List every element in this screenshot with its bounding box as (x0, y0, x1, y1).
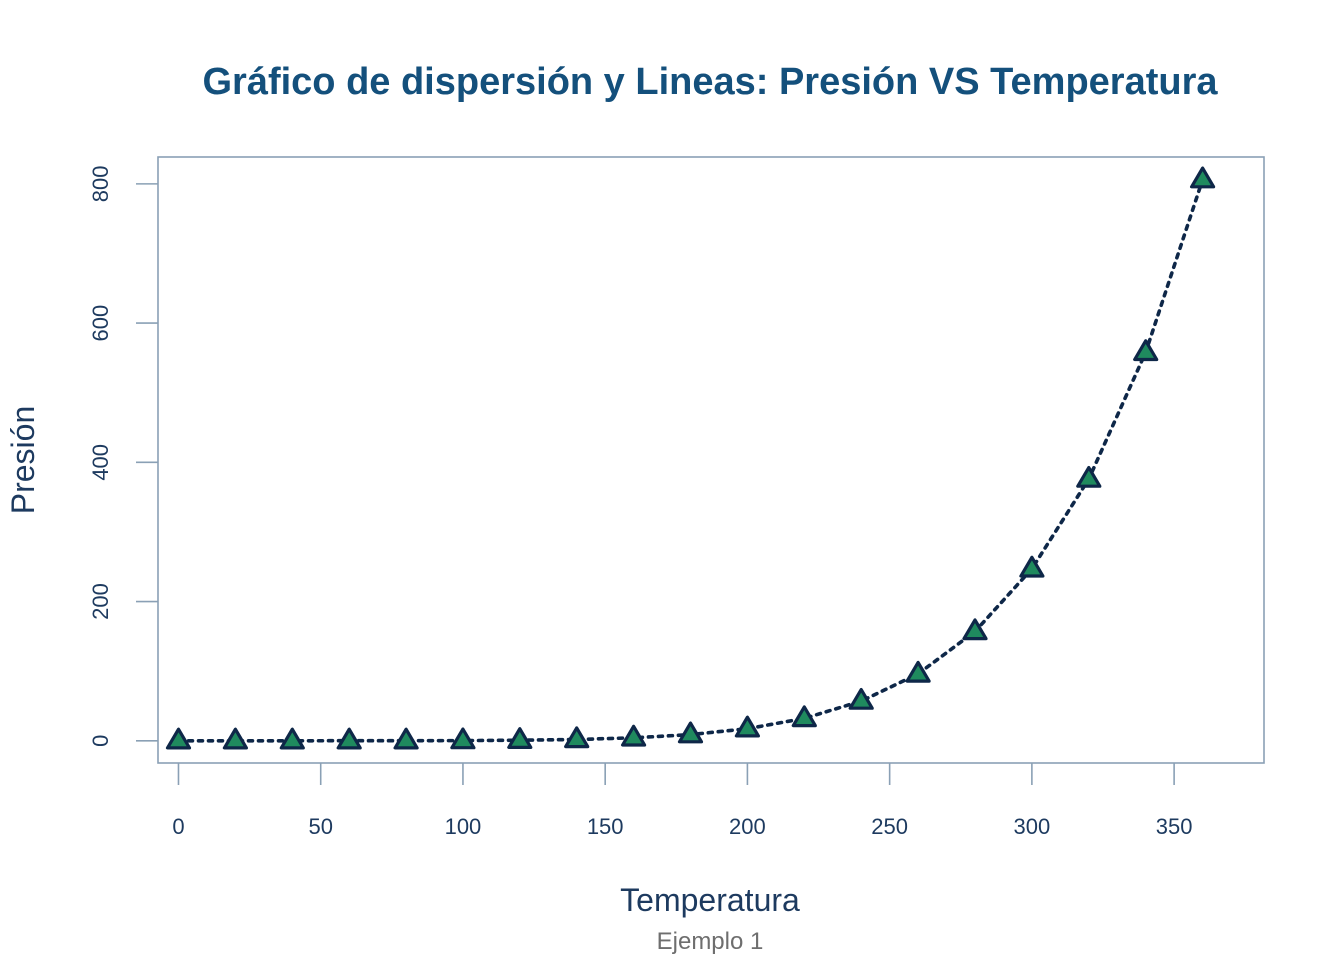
plot-frame (157, 156, 1265, 764)
data-point-260 (905, 660, 931, 683)
y-tick-label-600: 600 (88, 305, 113, 342)
data-point-20 (222, 727, 248, 750)
data-point-220 (791, 705, 817, 728)
data-point-200 (734, 715, 761, 738)
y-tick-label-400: 400 (88, 444, 113, 481)
data-point-80 (393, 727, 419, 750)
x-tick-label-100: 100 (445, 814, 482, 839)
y-tick-label-0: 0 (88, 735, 113, 747)
data-point-140 (564, 726, 590, 749)
data-point-60 (336, 727, 362, 750)
chart-title: Gráfico de dispersión y Lineas: Presión … (202, 61, 1218, 103)
data-markers (165, 166, 1216, 750)
x-tick-label-200: 200 (729, 814, 766, 839)
data-point-160 (620, 724, 647, 747)
x-axis-label: Temperatura (620, 882, 800, 918)
data-point-280 (962, 618, 988, 641)
x-tick-label-300: 300 (1014, 814, 1051, 839)
y-tick-label-200: 200 (88, 583, 113, 620)
series-line-presion (176, 177, 1205, 743)
data-point-360 (1189, 166, 1216, 189)
y-tick-label-800: 800 (88, 166, 113, 203)
data-point-40 (279, 727, 305, 750)
data-point-180 (677, 721, 704, 744)
data-point-300 (1019, 555, 1045, 578)
data-point-0 (165, 727, 192, 750)
y-axis: 0 200 400 600 800 (88, 166, 158, 747)
x-axis: 0 50 100 150 200 250 300 350 (172, 763, 1192, 839)
x-tick-label-50: 50 (308, 814, 332, 839)
data-point-240 (848, 687, 874, 710)
y-axis-label: Presión (5, 406, 41, 515)
data-point-100 (450, 727, 476, 750)
data-point-320 (1076, 465, 1102, 488)
x-tick-label-350: 350 (1156, 814, 1193, 839)
data-point-120 (507, 727, 533, 750)
x-tick-label-250: 250 (871, 814, 908, 839)
x-tick-label-150: 150 (587, 814, 624, 839)
x-tick-label-0: 0 (172, 814, 184, 839)
chart-subtitle: Ejemplo 1 (657, 928, 764, 955)
data-point-340 (1133, 339, 1159, 362)
